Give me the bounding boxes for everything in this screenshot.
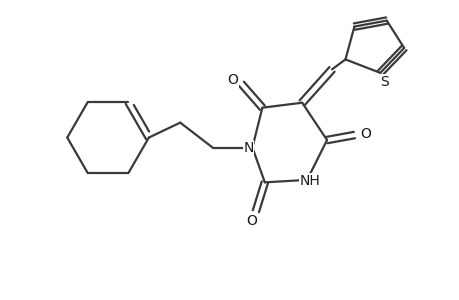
Text: O: O <box>359 127 370 141</box>
Text: NH: NH <box>299 174 319 188</box>
Text: N: N <box>243 140 253 154</box>
Text: O: O <box>227 73 238 87</box>
Text: O: O <box>246 214 257 228</box>
Text: S: S <box>379 75 388 89</box>
